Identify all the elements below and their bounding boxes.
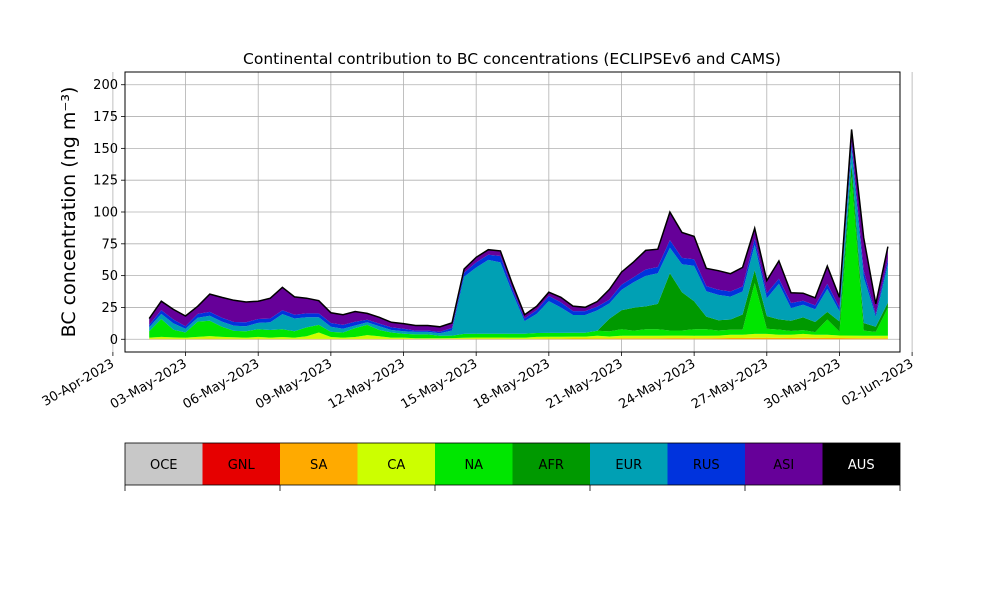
legend-swatch-asi <box>745 443 823 485</box>
y-tick-label: 75 <box>101 237 118 252</box>
x-tick-label: 21-May-2023 <box>544 356 626 412</box>
area-asi <box>149 129 888 332</box>
x-tick-label: 18-May-2023 <box>471 356 553 412</box>
legend-label-rus: RUS <box>693 458 720 473</box>
x-tick-label: 30-Apr-2023 <box>40 356 117 409</box>
x-tick-label: 15-May-2023 <box>398 356 480 412</box>
x-axis: 30-Apr-202303-May-202306-May-202309-May-… <box>40 352 916 412</box>
y-tick-label: 50 <box>101 269 118 284</box>
y-tick-label: 200 <box>93 78 118 93</box>
area-ca <box>149 332 888 339</box>
x-tick-label: 24-May-2023 <box>616 356 698 412</box>
legend-label-asi: ASI <box>773 458 794 473</box>
legend-swatch-oce <box>125 443 203 485</box>
x-tick-label: 02-Jun-2023 <box>839 356 916 409</box>
y-tick-label: 175 <box>93 110 118 125</box>
x-tick-label: 12-May-2023 <box>326 356 408 412</box>
legend-swatch-gnl <box>202 443 280 485</box>
x-tick-label: 06-May-2023 <box>181 356 263 412</box>
x-tick-label: 27-May-2023 <box>689 356 771 412</box>
y-tick-label: 0 <box>110 333 118 348</box>
legend-label-na: NA <box>464 458 483 473</box>
legend-label-afr: AFR <box>539 458 564 473</box>
legend-swatch-rus <box>667 443 745 485</box>
legend-swatch-afr <box>512 443 590 485</box>
series-areas <box>149 129 888 340</box>
y-tick-label: 125 <box>93 174 118 189</box>
legend-swatch-na <box>435 443 513 485</box>
legend-label-aus: AUS <box>848 458 875 473</box>
total-line <box>148 129 889 328</box>
legend: OCE GNL SA CA NA AFR EUR RUS ASI AUS <box>124 442 901 491</box>
legend-swatch-eur <box>590 443 668 485</box>
area-eur <box>149 148 888 336</box>
legend-label-eur: EUR <box>615 458 642 473</box>
x-tick-label: 30-May-2023 <box>762 356 844 412</box>
chart-title: Continental contribution to BC concentra… <box>243 50 781 68</box>
y-axis-label: BC concentration (ng m⁻³) <box>58 87 80 338</box>
y-axis: 0 25 50 75 100 125 150 175 200 <box>93 78 125 348</box>
y-tick-label: 25 <box>101 301 118 316</box>
legend-frame <box>124 442 901 486</box>
legend-label-gnl: GNL <box>228 458 256 473</box>
legend-label-oce: OCE <box>150 458 178 473</box>
x-tick-label: 09-May-2023 <box>253 356 335 412</box>
legend-label-ca: CA <box>387 458 405 473</box>
total-outline <box>148 129 889 328</box>
x-tick-label: 03-May-2023 <box>108 356 190 412</box>
legend-swatch-aus <box>822 443 900 485</box>
y-tick-label: 150 <box>93 142 118 157</box>
legend-swatch-ca <box>357 443 435 485</box>
y-tick-label: 100 <box>93 206 118 221</box>
legend-label-sa: SA <box>310 458 327 473</box>
legend-swatch-sa <box>280 443 358 485</box>
grid <box>112 72 913 352</box>
